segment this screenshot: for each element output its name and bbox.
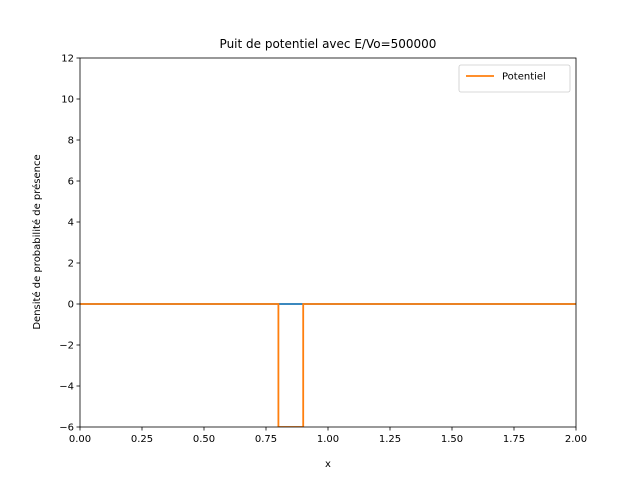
y-tick-label: 8 xyxy=(68,136,74,147)
x-tick-label: 1.75 xyxy=(503,434,525,445)
x-tick-label: 2.00 xyxy=(565,434,587,445)
y-tick-label: 12 xyxy=(61,54,74,65)
x-axis-title: x xyxy=(325,459,331,470)
legend-label-potential: Potentiel xyxy=(502,72,546,83)
x-tick-label: 0.25 xyxy=(131,434,153,445)
y-tick-label: 10 xyxy=(61,95,74,106)
y-tick-label: −2 xyxy=(59,341,74,352)
x-tick-label: 1.50 xyxy=(441,434,463,445)
y-tick-label: 6 xyxy=(68,177,74,188)
legend: Potentiel xyxy=(458,64,571,93)
y-axis-title: Densité de probabilité de présence xyxy=(31,154,43,329)
series-line-potential xyxy=(80,303,576,427)
x-tick-label: 0.00 xyxy=(69,434,91,445)
plot-area xyxy=(80,303,576,427)
chart-title: Puit de potentiel avec E/Vo=500000 xyxy=(220,37,437,51)
series-group xyxy=(80,303,576,427)
y-tick-label: 0 xyxy=(68,300,74,311)
x-tick-label: 1.25 xyxy=(379,434,401,445)
legend-box xyxy=(458,64,571,93)
x-tick-label: 0.75 xyxy=(255,434,277,445)
axes: 0.00 0.25 0.50 0.75 1.00 1.25 1.50 1.75 2.00 −6 −4… xyxy=(59,54,587,445)
y-tick-label: 2 xyxy=(68,259,74,270)
y-tick-label: −6 xyxy=(59,423,74,434)
x-tick-label: 0.50 xyxy=(193,434,215,445)
y-tick-label: −4 xyxy=(59,382,74,393)
x-tick-label: 1.00 xyxy=(317,434,339,445)
y-tick-label: 4 xyxy=(68,218,74,229)
